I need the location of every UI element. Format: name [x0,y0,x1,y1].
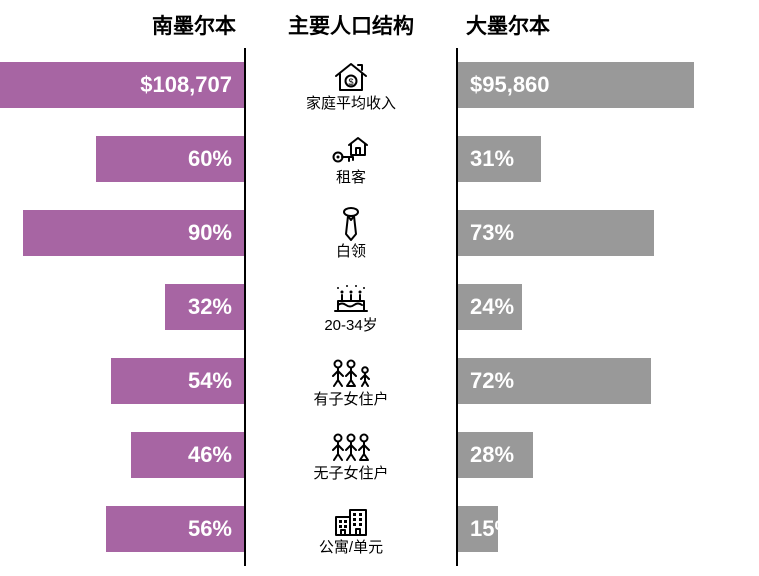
family-nokids-icon [328,430,374,464]
data-row: 46% 无子女住户 28% [0,418,741,492]
category-cell: 无子女住户 [246,418,456,492]
left-bar-label: $108,707 [140,72,232,98]
left-bar: 56% [106,506,244,552]
left-bar-cell: 46% [0,418,246,492]
left-bar-cell: 32% [0,270,246,344]
header-left: 南墨尔本 [0,10,246,40]
svg-text:$: $ [348,77,353,87]
right-bar-cell: 24% [456,270,741,344]
category-label: 白领 [336,244,366,259]
category-label: 20-34岁 [324,318,377,333]
category-cell: $ 家庭平均收入 [246,48,456,122]
left-bar-label: 32% [188,294,232,320]
right-bar-label: 28% [470,442,514,468]
right-bar: $95,860 [458,62,694,108]
rows-container: $108,707 $ 家庭平均收入 $95,860 60% 租客 31% 90% 白领 7… [0,48,741,566]
family-kids-icon [329,356,373,390]
right-bar: 24% [458,284,522,330]
header-row: 南墨尔本 主要人口结构 大墨尔本 [0,10,741,40]
right-bar-label: 15% [470,516,514,542]
data-row: 54% 有子女住户 72% [0,344,741,418]
right-bar: 28% [458,432,533,478]
house-dollar-icon: $ [332,60,370,94]
category-cell: 有子女住户 [246,344,456,418]
right-bar-cell: 72% [456,344,741,418]
category-cell: 公寓/单元 [246,492,456,566]
right-bar-cell: 28% [456,418,741,492]
right-bar: 73% [458,210,654,256]
left-bar: 32% [165,284,244,330]
right-bar: 15% [458,506,498,552]
header-mid: 主要人口结构 [246,10,456,40]
left-bar-label: 56% [188,516,232,542]
category-cell: 20-34岁 [246,270,456,344]
category-cell: 租客 [246,122,456,196]
header-right: 大墨尔本 [456,10,741,40]
right-bar-cell: 73% [456,196,741,270]
right-bar-label: $95,860 [470,72,550,98]
right-bar-label: 73% [470,220,514,246]
left-bar-cell: 60% [0,122,246,196]
left-bar-label: 60% [188,146,232,172]
data-row: $108,707 $ 家庭平均收入 $95,860 [0,48,741,122]
tie-icon [339,208,363,242]
left-bar-label: 46% [188,442,232,468]
right-bar: 31% [458,136,541,182]
category-label: 租客 [336,170,366,185]
right-bar-label: 24% [470,294,514,320]
left-bar: 60% [96,136,244,182]
left-bar: 46% [131,432,244,478]
data-row: 56% 公寓/单元 15% [0,492,741,566]
right-bar-cell: 15% [456,492,741,566]
category-label: 无子女住户 [313,466,388,481]
right-bar-cell: $95,860 [456,48,741,122]
left-bar-cell: 54% [0,344,246,418]
category-cell: 白领 [246,196,456,270]
category-label: 家庭平均收入 [306,96,396,111]
right-bar-cell: 31% [456,122,741,196]
left-bar: 54% [111,358,244,404]
left-bar: 90% [23,210,244,256]
data-row: 32% 20-34岁 24% [0,270,741,344]
category-label: 有子女住户 [313,392,388,407]
left-bar-cell: 90% [0,196,246,270]
left-bar-label: 90% [188,220,232,246]
left-bar-cell: $108,707 [0,48,246,122]
right-bar-label: 31% [470,146,514,172]
apartment-icon [332,504,370,538]
comparison-chart: 南墨尔本 主要人口结构 大墨尔本 $108,707 $ 家庭平均收入 $95,86… [0,0,759,576]
left-bar-cell: 56% [0,492,246,566]
left-bar: $108,707 [0,62,244,108]
right-bar: 72% [458,358,651,404]
cake-icon [333,282,369,316]
left-bar-label: 54% [188,368,232,394]
data-row: 90% 白领 73% [0,196,741,270]
data-row: 60% 租客 31% [0,122,741,196]
house-key-icon [331,134,371,168]
right-bar-label: 72% [470,368,514,394]
category-label: 公寓/单元 [319,540,383,555]
